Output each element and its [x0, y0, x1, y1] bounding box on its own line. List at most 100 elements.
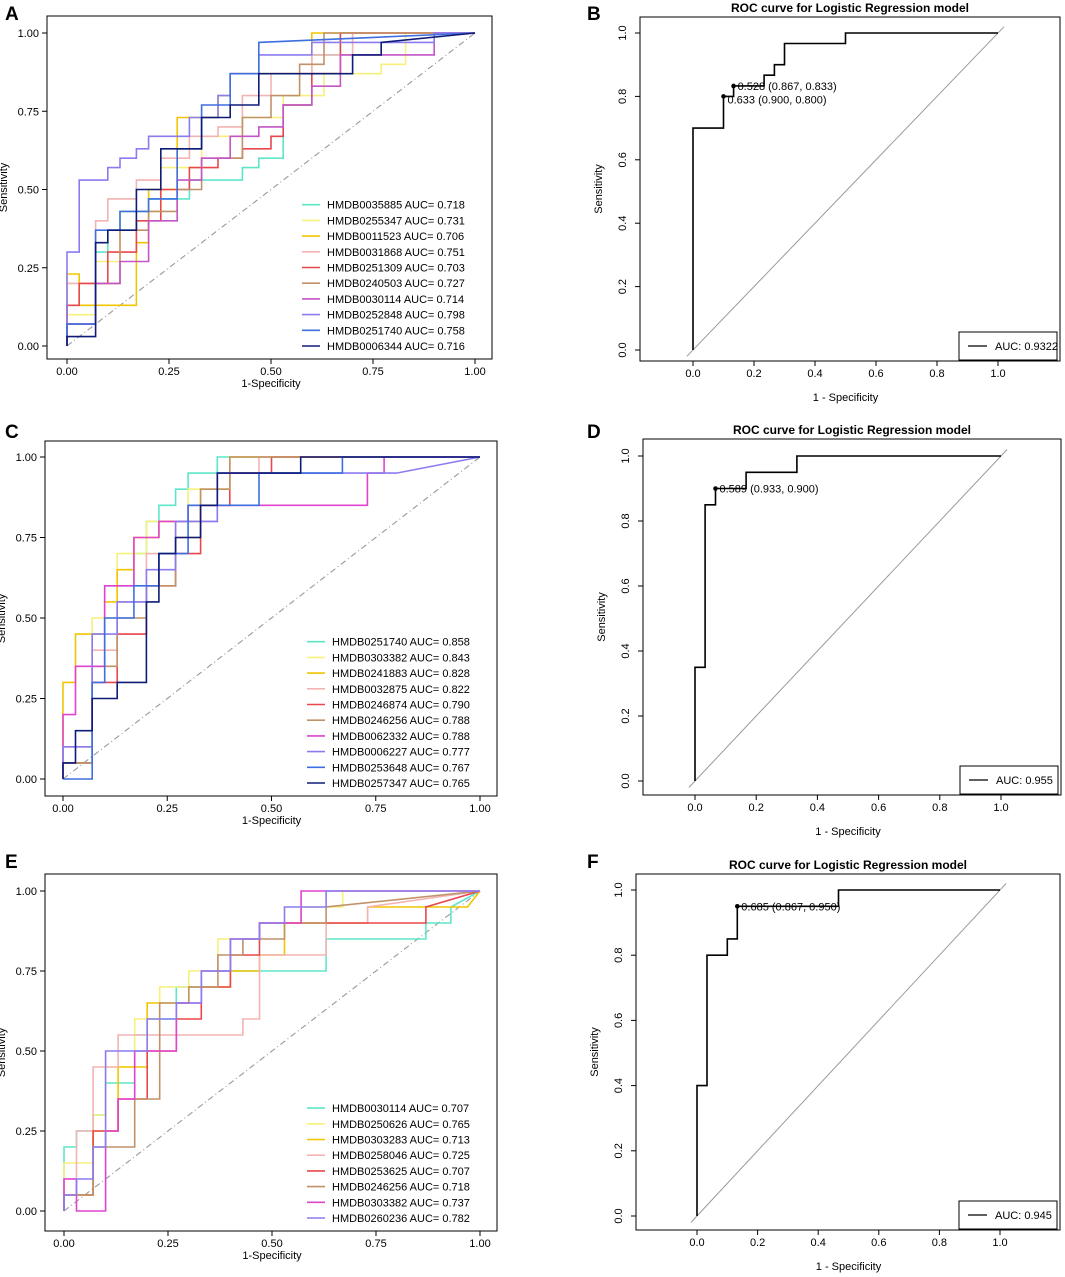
y-axis-label: Sensitivity: [589, 1027, 601, 1077]
x-axis-label: 1 - Specificity: [816, 1261, 882, 1273]
y-tick-label: 0.25: [16, 1126, 37, 1138]
x-tick-label: 0.25: [158, 366, 179, 378]
x-tick-label: 0.2: [749, 802, 764, 814]
legend-label: HMDB0246874 AUC= 0.790: [332, 700, 470, 712]
x-tick-label: 0.50: [261, 803, 282, 815]
panel-F: F ROC curve for Logistic Regression model…: [587, 852, 1061, 1273]
x-tick-label: 0.0: [689, 1237, 704, 1249]
y-tick-label: 0.8: [617, 89, 629, 104]
y-tick-label: 0.2: [617, 279, 629, 294]
panel-E: E 0.00 0.25 0.50 0.75 1.00 0.00 0.25 0.50 0.75 1.0…: [0, 852, 498, 1262]
legend-label: HMDB0260236 AUC= 0.782: [332, 1213, 470, 1225]
cutoff-label: 0.528 (0.867, 0.833): [738, 81, 837, 93]
x-tick-label: 0.8: [932, 1237, 947, 1249]
x-tick-label: 1.0: [993, 802, 1008, 814]
y-tick-label: 0.0: [617, 342, 629, 357]
y-axis-label: Sensitivity: [0, 162, 10, 212]
x-tick-label: 0.50: [261, 1238, 282, 1250]
y-tick-label: 0.75: [16, 966, 37, 978]
y-tick-label: 0.6: [613, 1013, 625, 1028]
chance-line: [690, 883, 1007, 1223]
x-tick-label: 0.75: [365, 1238, 386, 1250]
legend-label: AUC: 0.945: [995, 1210, 1052, 1222]
chart-title: ROC curve for Logistic Regression model: [731, 1, 969, 15]
legend-label: HMDB0251309 AUC= 0.703: [327, 263, 465, 275]
y-tick-label: 1.0: [613, 882, 625, 897]
chance-line: [688, 449, 1008, 788]
x-tick-label: 0.00: [52, 803, 73, 815]
cutoff-label: 0.685 (0.867, 0.950): [741, 901, 840, 913]
roc-line-E-7: [63, 890, 480, 1211]
chart-title: ROC curve for Logistic Regression model: [733, 423, 971, 437]
legend-label: HMDB0253648 AUC= 0.767: [332, 762, 470, 774]
y-tick-label: 0.00: [18, 341, 39, 353]
y-tick-label: 1.0: [617, 25, 629, 40]
panel-label: F: [587, 852, 599, 873]
y-tick-label: 0.75: [18, 106, 39, 118]
x-tick-label: 0.4: [811, 1237, 826, 1249]
cutoff-point: [713, 486, 718, 491]
x-tick-label: 0.75: [365, 803, 386, 815]
y-tick-label: 0.50: [16, 613, 37, 625]
y-tick-label: 0.6: [620, 578, 632, 593]
chance-line: [63, 890, 481, 1212]
plot-frame: [46, 15, 493, 360]
legend-label: HMDB0255347 AUC= 0.731: [327, 215, 465, 227]
x-tick-label: 0.25: [157, 1238, 178, 1250]
cutoff-point: [721, 94, 726, 99]
legend-label: HMDB0246256 AUC= 0.718: [332, 1182, 470, 1194]
legend-label: HMDB0303283 AUC= 0.713: [332, 1135, 470, 1147]
legend-label: HMDB0258046 AUC= 0.725: [332, 1150, 470, 1162]
y-tick-label: 0.6: [617, 152, 629, 167]
x-axis-label: 1-Specificity: [242, 815, 302, 827]
roc-line-A-7: [66, 32, 475, 346]
panel-D: D ROC curve for Logistic Regression model…: [587, 422, 1062, 838]
legend-label: HMDB0035885 AUC= 0.718: [327, 200, 465, 212]
panel-C: C 0.00 0.25 0.50 0.75 1.00 0.00 0.25 0.50 0.75 1.0…: [0, 422, 498, 827]
y-tick-label: 0.8: [620, 513, 632, 528]
y-tick-label: 1.00: [18, 28, 39, 40]
y-tick-label: 0.25: [18, 263, 39, 275]
y-tick-label: 0.00: [16, 774, 37, 786]
x-axis-label: 1 - Specificity: [815, 826, 881, 838]
x-tick-label: 0.0: [687, 802, 702, 814]
roc-line-F-0: [696, 889, 1000, 1216]
panel-label: D: [587, 422, 601, 443]
roc-line-A-6: [66, 32, 475, 346]
x-tick-label: 1.00: [469, 1238, 490, 1250]
y-tick-label: 1.00: [16, 886, 37, 898]
y-tick-label: 1.00: [16, 452, 37, 464]
legend-label: HMDB0303382 AUC= 0.737: [332, 1197, 470, 1209]
legend-label: HMDB0006344 AUC= 0.716: [327, 341, 465, 353]
y-tick-label: 0.2: [613, 1143, 625, 1158]
y-tick-label: 0.00: [16, 1206, 37, 1218]
plot-frame: [635, 873, 1061, 1231]
x-tick-label: 0.75: [362, 366, 383, 378]
y-axis-label: Sensitivity: [0, 593, 8, 643]
legend-label: HMDB0240503 AUC= 0.727: [327, 278, 465, 290]
x-tick-label: 0.0: [685, 368, 700, 380]
y-tick-label: 0.4: [613, 1078, 625, 1093]
y-tick-label: 0.50: [18, 185, 39, 197]
panel-B: B ROC curve for Logistic Regression model…: [587, 1, 1061, 404]
legend-label: HMDB0303382 AUC= 0.843: [332, 652, 470, 664]
x-axis-label: 1-Specificity: [242, 1250, 302, 1262]
cutoff-point: [734, 904, 740, 909]
legend-label: HMDB0241883 AUC= 0.828: [332, 668, 470, 680]
legend-label: AUC: 0.955: [996, 775, 1053, 787]
x-tick-label: 0.8: [929, 368, 944, 380]
roc-line-A-9: [66, 32, 476, 346]
x-axis-label: 1-Specificity: [241, 378, 301, 390]
roc-line-B-0: [692, 32, 998, 350]
chart-title: ROC curve for Logistic Regression model: [729, 858, 967, 872]
legend-label: HMDB0032875 AUC= 0.822: [332, 684, 470, 696]
plot-frame: [639, 16, 1061, 362]
x-tick-label: 0.25: [157, 803, 178, 815]
y-tick-label: 1.0: [620, 448, 632, 463]
y-tick-label: 0.4: [620, 643, 632, 658]
x-axis-label: 1 - Specificity: [813, 392, 879, 404]
legend-label: HMDB0246256 AUC= 0.788: [332, 715, 470, 727]
legend-label: HMDB0006227 AUC= 0.777: [332, 747, 470, 759]
y-tick-label: 0.0: [620, 773, 632, 788]
legend-label: HMDB0030114 AUC= 0.707: [332, 1103, 469, 1115]
